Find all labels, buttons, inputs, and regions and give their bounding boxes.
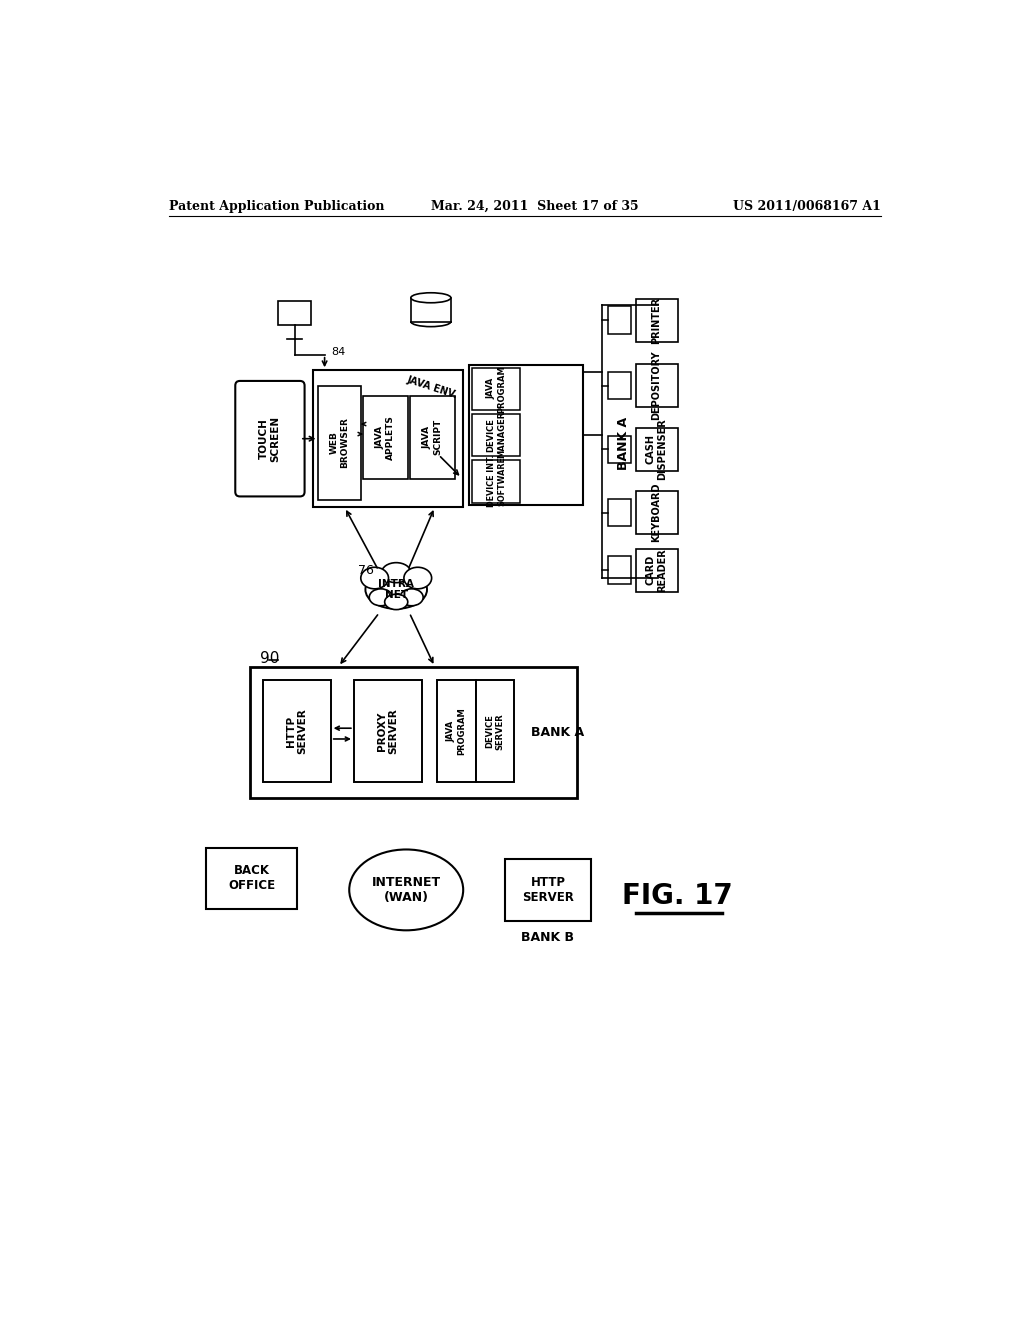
- Text: FIG. 17: FIG. 17: [622, 882, 732, 909]
- Text: DEVICE INT.
SOFTWARE: DEVICE INT. SOFTWARE: [486, 455, 506, 507]
- Ellipse shape: [385, 594, 408, 610]
- Bar: [472, 461, 520, 503]
- Ellipse shape: [360, 568, 388, 589]
- Text: KEYBOARD: KEYBOARD: [651, 483, 662, 543]
- Text: PRINTER: PRINTER: [651, 297, 662, 343]
- Text: 76: 76: [358, 564, 375, 577]
- Text: CARD
READER: CARD READER: [646, 549, 668, 593]
- Bar: [318, 385, 360, 499]
- Ellipse shape: [366, 570, 427, 609]
- Ellipse shape: [403, 568, 432, 589]
- Text: Patent Application Publication: Patent Application Publication: [169, 199, 385, 213]
- Bar: [608, 557, 631, 585]
- Text: BACK
OFFICE: BACK OFFICE: [228, 865, 275, 892]
- Ellipse shape: [400, 589, 423, 606]
- Bar: [206, 847, 297, 909]
- Text: CASH
DISPENSER: CASH DISPENSER: [646, 418, 668, 480]
- Text: HTTP
SERVER: HTTP SERVER: [286, 709, 307, 754]
- Bar: [636, 549, 678, 591]
- Bar: [263, 681, 331, 781]
- Bar: [410, 396, 455, 479]
- Text: JAVA
PROGRAM: JAVA PROGRAM: [486, 364, 506, 413]
- Bar: [279, 301, 310, 326]
- Text: WEB
BROWSER: WEB BROWSER: [330, 417, 349, 469]
- Ellipse shape: [370, 589, 392, 606]
- FancyBboxPatch shape: [236, 381, 304, 496]
- Text: Mar. 24, 2011  Sheet 17 of 35: Mar. 24, 2011 Sheet 17 of 35: [431, 199, 639, 213]
- Bar: [364, 396, 408, 479]
- Ellipse shape: [411, 293, 451, 302]
- Bar: [608, 306, 631, 334]
- Bar: [472, 414, 520, 457]
- Text: HTTP
SERVER: HTTP SERVER: [522, 876, 573, 904]
- Text: JAVA
APPLETS: JAVA APPLETS: [376, 414, 395, 459]
- Bar: [475, 681, 514, 781]
- Text: BANK A: BANK A: [616, 417, 630, 470]
- Bar: [354, 681, 422, 781]
- Bar: [505, 859, 591, 921]
- Text: US 2011/0068167 A1: US 2011/0068167 A1: [732, 199, 881, 213]
- Bar: [472, 368, 520, 411]
- Bar: [437, 681, 475, 781]
- Bar: [636, 364, 678, 407]
- Text: JAVA
PROGRAM: JAVA PROGRAM: [446, 708, 466, 755]
- Bar: [608, 372, 631, 400]
- Bar: [636, 298, 678, 342]
- Text: JAVA ENV.: JAVA ENV.: [406, 374, 460, 400]
- Text: 90: 90: [260, 651, 280, 667]
- Bar: [469, 364, 584, 506]
- Bar: [608, 499, 631, 527]
- Text: INTRA
NET: INTRA NET: [378, 578, 414, 601]
- Bar: [636, 491, 678, 535]
- Bar: [313, 370, 463, 507]
- Text: BANK B: BANK B: [521, 931, 574, 944]
- Bar: [608, 436, 631, 463]
- Ellipse shape: [382, 562, 411, 582]
- Bar: [250, 667, 578, 797]
- Text: DEPOSITORY: DEPOSITORY: [651, 351, 662, 420]
- Text: DEVICE
SERVER: DEVICE SERVER: [485, 713, 505, 750]
- Text: DEVICE
MANAGER: DEVICE MANAGER: [486, 412, 506, 458]
- Text: INTERNET
(WAN): INTERNET (WAN): [372, 876, 440, 904]
- Bar: [636, 428, 678, 471]
- Text: 84: 84: [332, 347, 345, 358]
- Text: JAVA
SCRIPT: JAVA SCRIPT: [423, 418, 442, 455]
- Text: TOUCH
SCREEN: TOUCH SCREEN: [259, 416, 281, 462]
- Text: PROXY
SERVER: PROXY SERVER: [377, 709, 398, 754]
- Text: BANK A: BANK A: [531, 726, 585, 739]
